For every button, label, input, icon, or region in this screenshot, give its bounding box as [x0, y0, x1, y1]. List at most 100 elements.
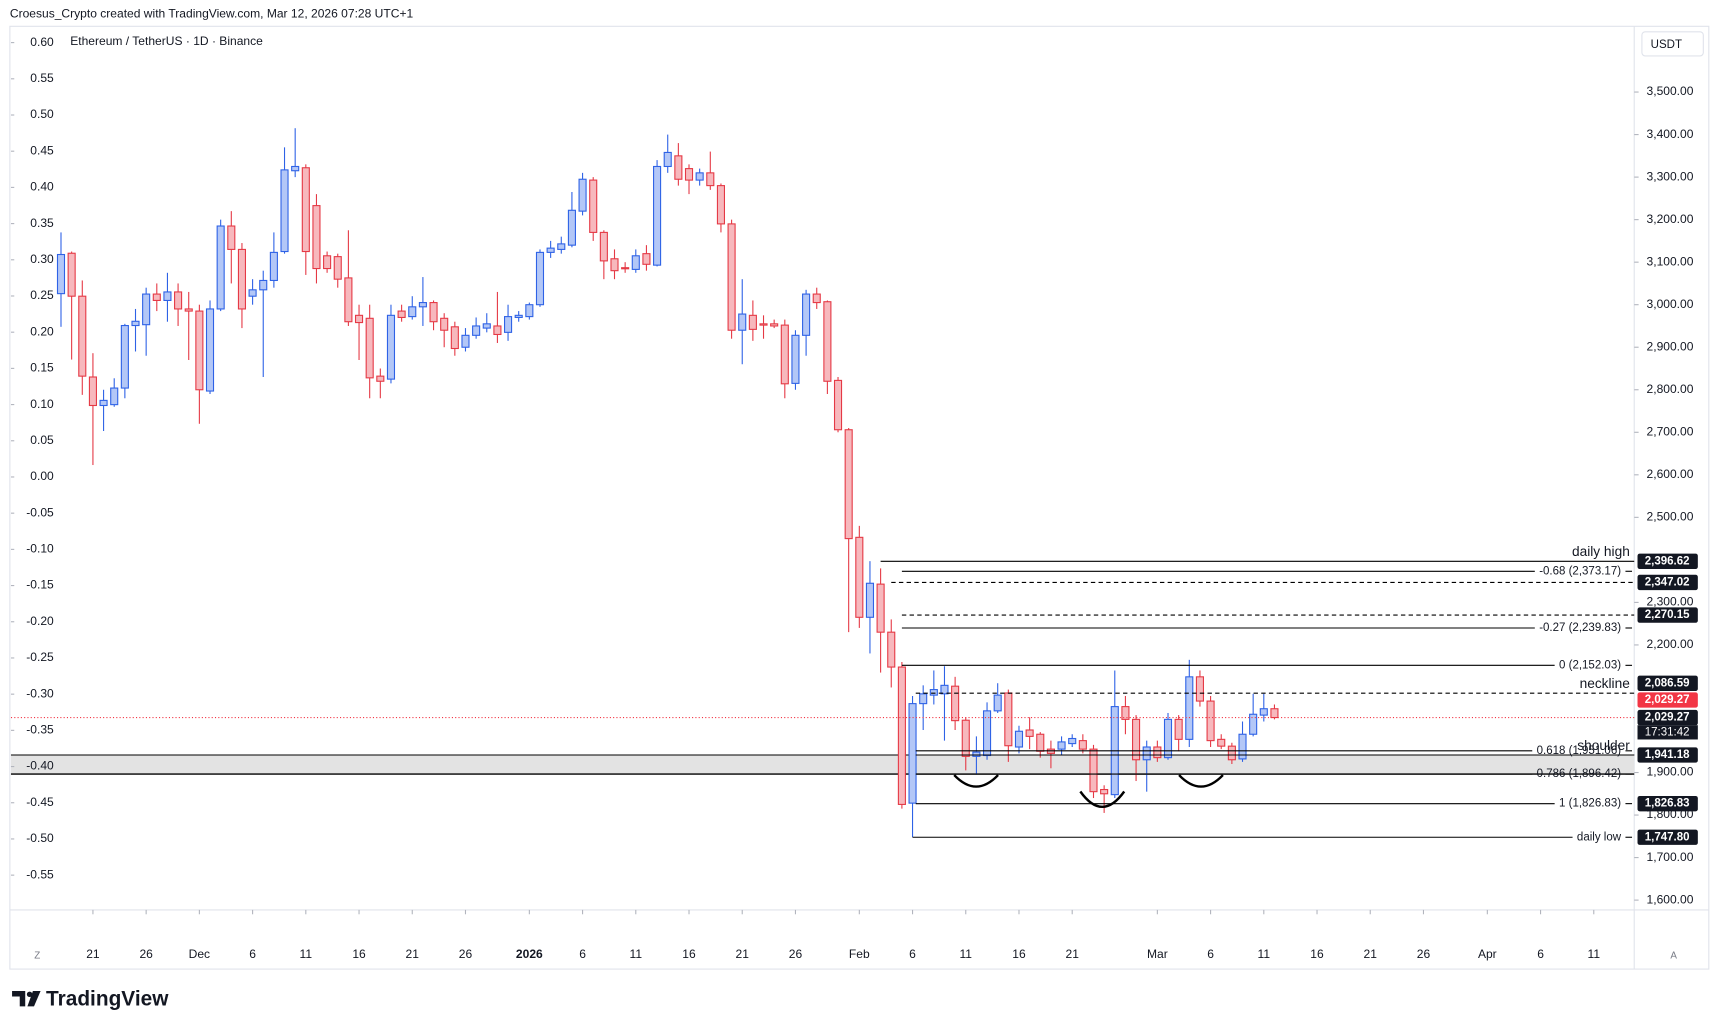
candle-body: [461, 334, 470, 348]
candle-body: [397, 310, 406, 319]
candle-body: [727, 223, 736, 331]
candle-body: [323, 255, 332, 270]
x-tick-label: 16: [1310, 947, 1324, 961]
x-tick-label: 16: [682, 947, 696, 961]
candle-body: [1025, 729, 1034, 737]
candle-body: [152, 293, 161, 301]
level-label: 0.786 (1,896.42): [1537, 768, 1622, 780]
last-price-tag: [1637, 692, 1698, 708]
y-tick-label: 3,300.00: [1647, 169, 1694, 183]
candle-body: [408, 306, 417, 318]
candle-body: [354, 314, 364, 324]
price-tag-label: 2,396.62: [1645, 555, 1690, 567]
candle-body: [110, 387, 119, 406]
y2-tick-label: 0.45: [30, 143, 54, 157]
y2-tick-label: 0.05: [30, 433, 54, 447]
price-tag: [1637, 747, 1698, 763]
candle-body: [280, 169, 289, 253]
candle-body: [674, 155, 683, 180]
candle-body: [493, 325, 502, 336]
candle-body: [227, 225, 236, 250]
candle-body: [982, 710, 992, 757]
x-tick-label: 16: [1012, 947, 1026, 961]
y2-tick-label: -0.15: [26, 578, 54, 592]
y2-tick-label: 0.30: [30, 252, 54, 266]
x-tick-label: Dec: [189, 947, 210, 961]
y2-tick-label: 0.25: [30, 288, 54, 302]
currency-box[interactable]: [1641, 31, 1704, 57]
logo-text: TradingView: [46, 987, 169, 1010]
candle-body: [833, 379, 843, 431]
candle-body: [1259, 708, 1268, 716]
candle-body: [1014, 730, 1024, 748]
y-tick-label: 1,600.00: [1647, 892, 1694, 906]
candle-body: [812, 293, 821, 304]
x-tick-label: Mar: [1147, 947, 1168, 961]
price-tag: [1637, 709, 1698, 726]
candle-body: [876, 583, 885, 633]
y-tick-label: 3,500.00: [1647, 84, 1694, 98]
pattern-arc: [1178, 774, 1224, 788]
zoom-button[interactable]: Z: [34, 951, 40, 962]
candle-body: [376, 375, 385, 382]
x-tick-label: 11: [630, 947, 643, 961]
y-tick-label: 2,300.00: [1647, 595, 1694, 609]
level-label: 0 (2,152.03): [1559, 659, 1621, 671]
candle-body: [184, 308, 193, 312]
candle-body: [897, 666, 906, 805]
price-tag-label: 2,347.02: [1645, 576, 1690, 588]
candle-body: [1195, 676, 1204, 702]
candle-body: [1249, 713, 1258, 735]
candle-body: [599, 231, 608, 262]
y2-tick-label: -0.25: [26, 650, 54, 664]
y2-tick-label: -0.45: [26, 795, 54, 809]
y2-tick-label: 0.60: [30, 35, 54, 49]
y2-tick-label: 0.40: [30, 180, 54, 194]
currency[interactable]: USDT: [1651, 39, 1682, 51]
candle-body: [472, 325, 481, 336]
x-tick-label: 6: [1537, 947, 1544, 961]
candle-body: [567, 209, 576, 246]
y-tick-label: 1,700.00: [1647, 850, 1694, 864]
x-tick-label: 6: [249, 947, 256, 961]
y2-tick-label: 0.00: [30, 469, 54, 483]
auto-scale-button[interactable]: A: [1670, 951, 1677, 962]
x-tick-label: 16: [352, 947, 366, 961]
y2-tick-label: 0.20: [30, 324, 54, 338]
y2-tick-label: -0.35: [26, 723, 54, 737]
candle-body: [1057, 741, 1066, 750]
x-tick-label: Apr: [1478, 947, 1497, 961]
candle-body: [301, 167, 310, 253]
candle-body: [706, 172, 715, 187]
candle-body: [653, 165, 662, 266]
y-tick-label: 3,200.00: [1647, 212, 1694, 226]
support-zone: [10, 755, 1635, 775]
candle-body: [631, 255, 640, 270]
candle-body: [269, 251, 278, 282]
candle-body: [386, 314, 396, 380]
level-label: -0.27 (2,239.83): [1539, 622, 1621, 634]
candle-body: [791, 334, 800, 384]
logo-icon: [12, 991, 41, 1007]
candle-body: [961, 719, 970, 757]
y2-tick-label: -0.50: [26, 831, 54, 845]
pattern-arc: [953, 774, 999, 788]
last-price-label: 2,029.27: [1645, 694, 1690, 706]
level-label: 0.618 (1,951.06): [1537, 745, 1622, 757]
level-label: shoulder: [1577, 738, 1630, 753]
candle-body: [908, 703, 917, 804]
x-tick-label: 6: [1207, 947, 1214, 961]
chart-title: Ethereum / TetherUS · 1D · Binance: [70, 34, 263, 48]
candle-body: [1004, 692, 1013, 747]
y2-tick-label: 0.10: [30, 397, 54, 411]
candle-body: [205, 308, 215, 392]
candle-body: [993, 694, 1002, 712]
candle-body: [1100, 788, 1109, 795]
candle-body: [195, 310, 204, 391]
y-tick-label: 2,900.00: [1647, 339, 1694, 353]
candle-body: [1121, 706, 1130, 720]
candle-body: [802, 293, 811, 336]
candle-body: [259, 279, 268, 291]
candle-body: [1174, 718, 1183, 740]
price-tag-label: 2,029.27: [1645, 712, 1690, 724]
